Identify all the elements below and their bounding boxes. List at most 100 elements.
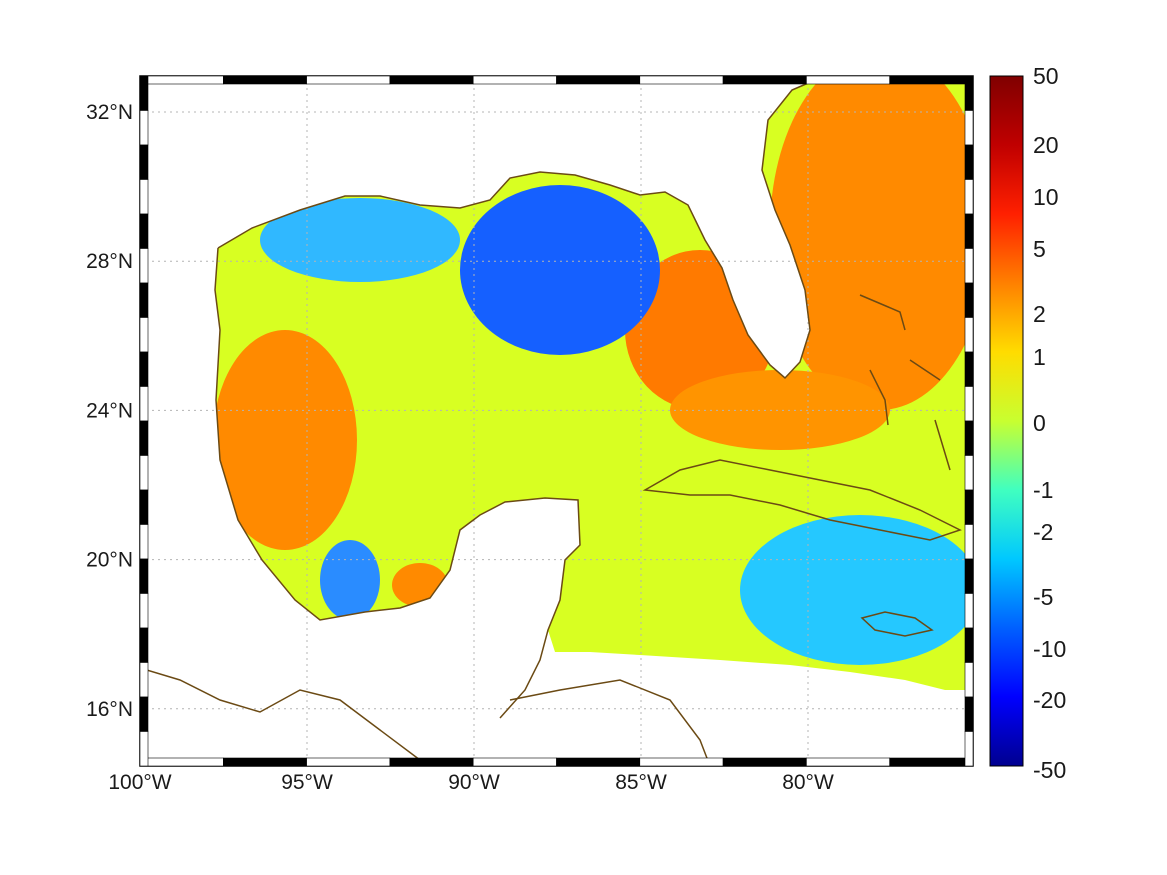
frame-segment-right — [964, 455, 974, 491]
coastline-jamaica — [860, 611, 934, 637]
lat-tick-label: 32°N — [86, 101, 133, 124]
frame-segment-right — [964, 110, 974, 146]
frame-segment-bottom — [389, 757, 474, 767]
colorbar-tick-label: -10 — [1033, 636, 1066, 662]
frame-segment-bottom — [472, 757, 557, 767]
frame-segment-left — [139, 110, 149, 146]
frame-segment-left — [139, 696, 149, 732]
colorbar-tick-label: 5 — [1033, 236, 1046, 262]
coastline-honduras — [509, 679, 711, 766]
frame-segment-bottom — [806, 757, 891, 767]
field-region-caribbean-low — [740, 515, 972, 665]
colorbar — [989, 75, 1024, 767]
colorbar-tick-label: -5 — [1033, 584, 1053, 610]
ocean-field — [215, 78, 972, 690]
coastline-bahamas — [859, 294, 951, 471]
frame-segment-left — [139, 558, 149, 594]
frame-segment-left — [139, 351, 149, 387]
frame-segment-left — [139, 282, 149, 318]
frame-segment-bottom — [139, 757, 224, 767]
frame-segment-left — [139, 524, 149, 560]
frame-segment-right — [964, 351, 974, 387]
field-region-bay-of-campeche-low — [320, 540, 380, 620]
frame-segment-top — [639, 75, 724, 85]
colorbar-tick-label: 50 — [1033, 63, 1059, 89]
frame-segment-left — [139, 455, 149, 491]
colorbar-tick-label: 10 — [1033, 184, 1059, 210]
coastline-mexico-east — [214, 247, 581, 719]
frame-segment-right — [964, 489, 974, 525]
frame-segment-top — [806, 75, 891, 85]
frame-segment-top — [223, 75, 307, 85]
frame-segment-bottom — [722, 757, 807, 767]
frame-segment-right — [964, 144, 974, 180]
colorbar-tick-label: -50 — [1033, 757, 1066, 783]
lat-tick-label: 16°N — [86, 698, 133, 721]
frame-segment-left — [139, 627, 149, 663]
grid-lines — [140, 76, 973, 766]
frame-segment-bottom — [306, 757, 391, 767]
frame-segment-left — [139, 593, 149, 629]
lon-tick-label: 90°W — [448, 771, 500, 794]
frame-segment-top — [306, 75, 391, 85]
lon-tick-label: 100°W — [108, 771, 171, 794]
frame-segment-right — [964, 386, 974, 422]
frame-segment-left — [139, 489, 149, 525]
frame-segment-left — [139, 662, 149, 698]
lat-tick-label: 28°N — [86, 250, 133, 273]
frame-segment-bottom — [556, 757, 641, 767]
frame-segment-top — [889, 75, 974, 85]
frame-segment-right — [964, 75, 974, 111]
coastlines — [140, 77, 962, 766]
field-region-northern-gulf-low — [460, 185, 660, 355]
frame-segment-left — [139, 420, 149, 456]
frame-segment-bottom — [223, 757, 307, 767]
frame-segment-right — [964, 558, 974, 594]
frame-segment-left — [139, 75, 149, 111]
field-region-florida-straits-high — [670, 370, 890, 450]
axis-labels: 100°W 95°W 90°W 85°W 80°W 32°N 28°N 24°N 20°N 16°… — [86, 101, 834, 794]
frame-segment-right — [964, 593, 974, 629]
frame-segment-right — [964, 524, 974, 560]
lon-tick-label: 80°W — [782, 771, 834, 794]
coastline-central-america — [140, 667, 421, 761]
colorbar-tick-label: 1 — [1033, 344, 1046, 370]
colorbar-tick-label: 0 — [1033, 410, 1046, 436]
frame-segment-top — [389, 75, 474, 85]
frame-segment-left — [139, 248, 149, 284]
frame-segment-right — [964, 696, 974, 732]
frame-segment-left — [139, 317, 149, 353]
frame-segment-top — [472, 75, 557, 85]
colorbar-tick-label: -2 — [1033, 519, 1053, 545]
lon-tick-label: 85°W — [615, 771, 667, 794]
frame-segment-right — [964, 317, 974, 353]
colorbar-tick-label: -1 — [1033, 477, 1053, 503]
frame-segment-left — [139, 144, 149, 180]
frame-segment-right — [964, 179, 974, 215]
lat-tick-label: 24°N — [86, 399, 133, 422]
field-region-western-gulf-high — [215, 330, 357, 550]
frame-border-ticks — [139, 75, 974, 767]
frame-segment-right — [964, 731, 974, 767]
frame-segment-bottom — [639, 757, 724, 767]
frame-segment-left — [139, 213, 149, 249]
frame-segment-right — [964, 282, 974, 318]
field-region-texas-shelf — [260, 198, 460, 282]
frame-segment-top — [139, 75, 224, 85]
frame-segment-right — [964, 420, 974, 456]
lon-tick-label: 95°W — [281, 771, 333, 794]
colorbar-tick-label: 2 — [1033, 301, 1046, 327]
frame-segment-right — [964, 213, 974, 249]
colorbar-tick-label: -20 — [1033, 687, 1066, 713]
lat-tick-label: 20°N — [86, 549, 133, 572]
frame-segment-right — [964, 248, 974, 284]
field-region-atlantic-high — [770, 78, 972, 410]
frame-segment-top — [722, 75, 807, 85]
frame-segment-right — [964, 627, 974, 663]
frame-segment-bottom — [889, 757, 974, 767]
frame-segment-top — [556, 75, 641, 85]
colorbar-tick-label: 20 — [1033, 132, 1059, 158]
frame-segment-left — [139, 179, 149, 215]
frame-segment-left — [139, 386, 149, 422]
